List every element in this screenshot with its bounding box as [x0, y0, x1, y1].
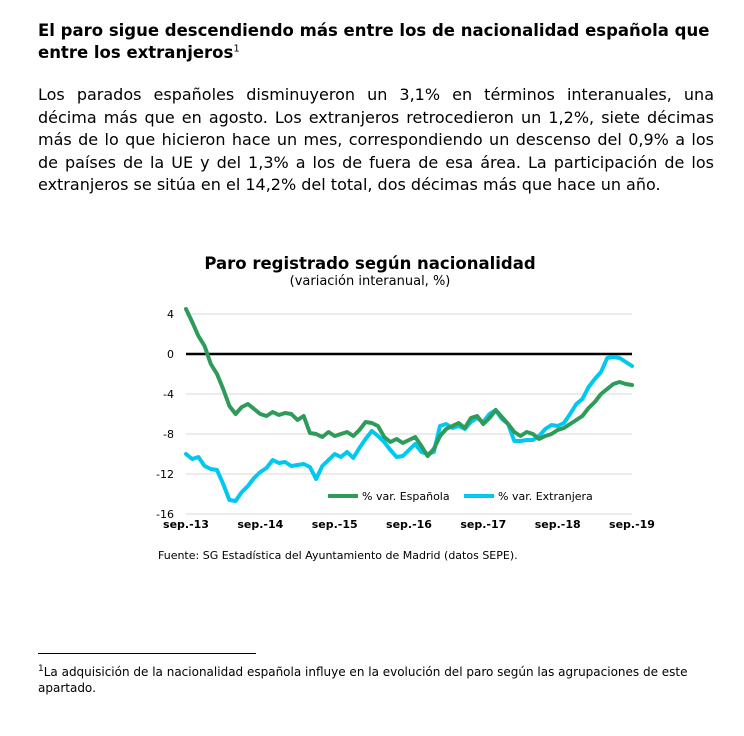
- x-tick-label: sep.-17: [460, 518, 506, 531]
- y-tick-label: 4: [167, 308, 174, 321]
- x-tick-label: sep.-19: [609, 518, 655, 531]
- x-tick-label: sep.-16: [386, 518, 432, 531]
- y-tick-label: -16: [156, 508, 174, 521]
- legend-label-extranjera: % var. Extranjera: [498, 490, 593, 503]
- chart-source: Fuente: SG Estadística del Ayuntamiento …: [158, 549, 518, 562]
- chart-subtitle: (variación interanual, %): [289, 274, 451, 289]
- x-tick-label: sep.-15: [312, 518, 358, 531]
- footnote-divider: [38, 653, 256, 654]
- y-tick-label: -8: [163, 428, 174, 441]
- x-tick-label: sep.-14: [237, 518, 283, 531]
- x-tick-label: sep.-18: [535, 518, 581, 531]
- series-line-espanola: [184, 307, 634, 458]
- series-line-extranjera: [184, 355, 634, 503]
- section-heading: El paro sigue descendiendo más entre los…: [38, 20, 718, 64]
- y-tick-label: -4: [163, 388, 174, 401]
- body-paragraph: Los parados españoles disminuyeron un 3,…: [38, 85, 714, 194]
- heading-text: El paro sigue descendiendo más entre los…: [38, 21, 710, 62]
- footnote-mark: 1: [38, 664, 44, 674]
- y-tick-label: -12: [156, 468, 174, 481]
- footnote-text: La adquisición de la nacionalidad españo…: [38, 665, 688, 695]
- x-tick-label: sep.-13: [163, 518, 209, 531]
- legend-label-espanola: % var. Española: [362, 490, 450, 503]
- chart-title: Paro registrado según nacionalidad: [204, 254, 536, 273]
- heading-footnote-mark: 1: [233, 43, 240, 55]
- y-tick-label: 0: [167, 348, 174, 361]
- footnote: 1La adquisición de la nacionalidad españ…: [38, 664, 714, 696]
